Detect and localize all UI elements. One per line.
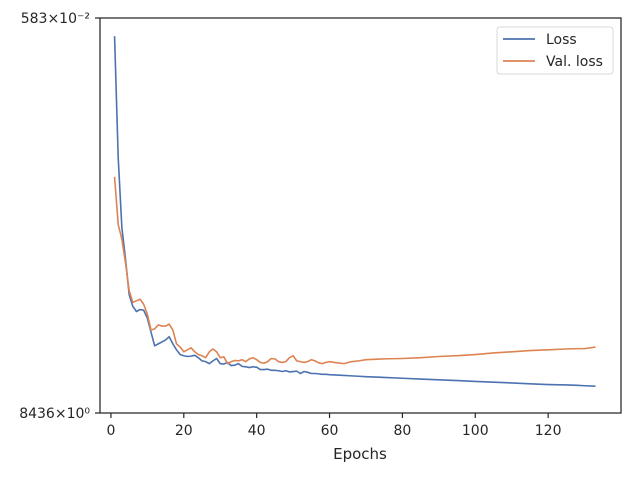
y-tick-label: 583×10⁻² (21, 11, 90, 27)
legend: Loss Val. loss (496, 26, 614, 75)
y-ticks: 8436×10⁰ 583×10⁻² (19, 11, 100, 422)
x-tick-label: 80 (393, 423, 411, 439)
y-tick-label: 8436×10⁰ (19, 406, 90, 422)
series-line-val-loss (113, 176, 596, 365)
series-lines (113, 36, 596, 387)
x-tick-label: 0 (106, 423, 115, 439)
axes (99, 17, 622, 414)
x-tick-label: 60 (321, 423, 339, 439)
x-tick-label: 20 (175, 423, 193, 439)
legend-label: Val. loss (546, 54, 603, 70)
x-tick-label: 100 (462, 423, 489, 439)
x-axis-label: Epochs (333, 445, 387, 463)
legend-entries: Loss Val. loss (503, 32, 603, 70)
x-ticks: 0 20 40 60 80 100 120 (106, 413, 562, 439)
x-tick-label: 120 (535, 423, 562, 439)
legend-label: Loss (546, 32, 577, 48)
plot-frame (99, 17, 622, 414)
x-tick-label: 40 (248, 423, 266, 439)
series-line-loss (113, 36, 596, 387)
